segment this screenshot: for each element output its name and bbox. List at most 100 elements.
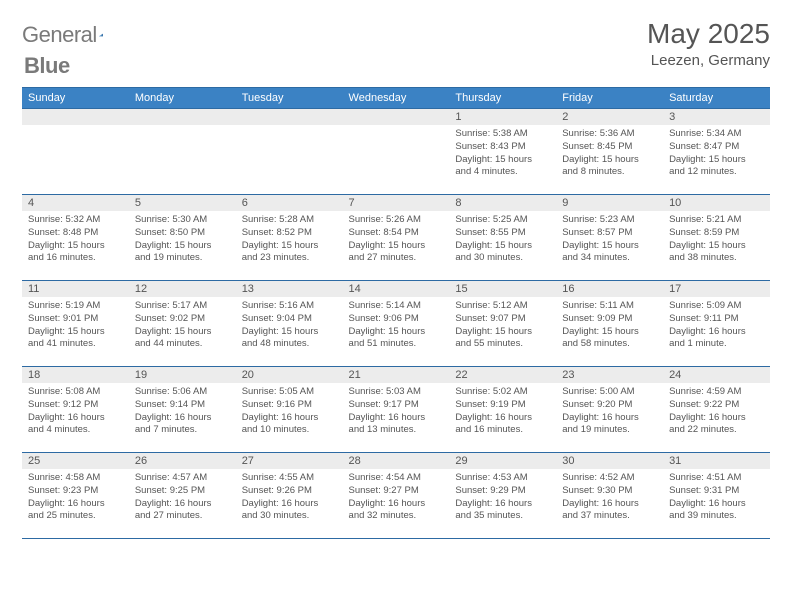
calendar-table: SundayMondayTuesdayWednesdayThursdayFrid… <box>22 87 770 539</box>
day-number-empty <box>236 109 343 125</box>
calendar-cell: 6Sunrise: 5:28 AMSunset: 8:52 PMDaylight… <box>236 195 343 281</box>
day-number: 27 <box>236 453 343 469</box>
day-details: Sunrise: 5:28 AMSunset: 8:52 PMDaylight:… <box>236 211 343 268</box>
day-number: 13 <box>236 281 343 297</box>
day-number: 17 <box>663 281 770 297</box>
calendar-cell: 2Sunrise: 5:36 AMSunset: 8:45 PMDaylight… <box>556 109 663 195</box>
calendar-cell: 24Sunrise: 4:59 AMSunset: 9:22 PMDayligh… <box>663 367 770 453</box>
day-number: 29 <box>449 453 556 469</box>
day-number: 4 <box>22 195 129 211</box>
day-number: 21 <box>343 367 450 383</box>
day-details: Sunrise: 5:14 AMSunset: 9:06 PMDaylight:… <box>343 297 450 354</box>
day-number: 5 <box>129 195 236 211</box>
day-details: Sunrise: 4:59 AMSunset: 9:22 PMDaylight:… <box>663 383 770 440</box>
day-number: 31 <box>663 453 770 469</box>
day-details: Sunrise: 4:57 AMSunset: 9:25 PMDaylight:… <box>129 469 236 526</box>
calendar-cell: 23Sunrise: 5:00 AMSunset: 9:20 PMDayligh… <box>556 367 663 453</box>
calendar-cell: 17Sunrise: 5:09 AMSunset: 9:11 PMDayligh… <box>663 281 770 367</box>
calendar-cell: 18Sunrise: 5:08 AMSunset: 9:12 PMDayligh… <box>22 367 129 453</box>
day-number-empty <box>22 109 129 125</box>
brand-word2: Blue <box>24 53 70 78</box>
day-details: Sunrise: 5:30 AMSunset: 8:50 PMDaylight:… <box>129 211 236 268</box>
calendar-cell: 11Sunrise: 5:19 AMSunset: 9:01 PMDayligh… <box>22 281 129 367</box>
calendar-week: 4Sunrise: 5:32 AMSunset: 8:48 PMDaylight… <box>22 195 770 281</box>
calendar-cell <box>343 109 450 195</box>
day-number: 12 <box>129 281 236 297</box>
day-number: 25 <box>22 453 129 469</box>
day-number: 24 <box>663 367 770 383</box>
page-title: May 2025 <box>647 18 770 50</box>
day-details: Sunrise: 5:02 AMSunset: 9:19 PMDaylight:… <box>449 383 556 440</box>
calendar-cell: 4Sunrise: 5:32 AMSunset: 8:48 PMDaylight… <box>22 195 129 281</box>
day-number: 8 <box>449 195 556 211</box>
day-details: Sunrise: 5:08 AMSunset: 9:12 PMDaylight:… <box>22 383 129 440</box>
calendar-week: 25Sunrise: 4:58 AMSunset: 9:23 PMDayligh… <box>22 453 770 539</box>
calendar-week: 11Sunrise: 5:19 AMSunset: 9:01 PMDayligh… <box>22 281 770 367</box>
day-number: 11 <box>22 281 129 297</box>
day-number: 19 <box>129 367 236 383</box>
day-number: 2 <box>556 109 663 125</box>
calendar-cell: 14Sunrise: 5:14 AMSunset: 9:06 PMDayligh… <box>343 281 450 367</box>
calendar-cell: 8Sunrise: 5:25 AMSunset: 8:55 PMDaylight… <box>449 195 556 281</box>
day-number: 15 <box>449 281 556 297</box>
calendar-cell: 3Sunrise: 5:34 AMSunset: 8:47 PMDaylight… <box>663 109 770 195</box>
day-number: 6 <box>236 195 343 211</box>
day-number: 30 <box>556 453 663 469</box>
day-header: Friday <box>556 88 663 109</box>
calendar-cell <box>236 109 343 195</box>
day-details: Sunrise: 4:51 AMSunset: 9:31 PMDaylight:… <box>663 469 770 526</box>
brand-logo: General <box>22 18 123 48</box>
calendar-cell: 21Sunrise: 5:03 AMSunset: 9:17 PMDayligh… <box>343 367 450 453</box>
calendar-cell: 16Sunrise: 5:11 AMSunset: 9:09 PMDayligh… <box>556 281 663 367</box>
day-number: 10 <box>663 195 770 211</box>
calendar-cell: 9Sunrise: 5:23 AMSunset: 8:57 PMDaylight… <box>556 195 663 281</box>
day-details: Sunrise: 5:06 AMSunset: 9:14 PMDaylight:… <box>129 383 236 440</box>
brand-triangle-icon <box>99 27 103 43</box>
day-details: Sunrise: 4:54 AMSunset: 9:27 PMDaylight:… <box>343 469 450 526</box>
calendar-cell: 27Sunrise: 4:55 AMSunset: 9:26 PMDayligh… <box>236 453 343 539</box>
day-number: 9 <box>556 195 663 211</box>
calendar-cell: 22Sunrise: 5:02 AMSunset: 9:19 PMDayligh… <box>449 367 556 453</box>
day-header: Tuesday <box>236 88 343 109</box>
day-number: 23 <box>556 367 663 383</box>
calendar-week: 1Sunrise: 5:38 AMSunset: 8:43 PMDaylight… <box>22 109 770 195</box>
calendar-cell: 31Sunrise: 4:51 AMSunset: 9:31 PMDayligh… <box>663 453 770 539</box>
day-details: Sunrise: 5:36 AMSunset: 8:45 PMDaylight:… <box>556 125 663 182</box>
calendar-week: 18Sunrise: 5:08 AMSunset: 9:12 PMDayligh… <box>22 367 770 453</box>
day-details: Sunrise: 4:58 AMSunset: 9:23 PMDaylight:… <box>22 469 129 526</box>
location-label: Leezen, Germany <box>647 52 770 69</box>
day-details: Sunrise: 4:53 AMSunset: 9:29 PMDaylight:… <box>449 469 556 526</box>
day-details: Sunrise: 5:05 AMSunset: 9:16 PMDaylight:… <box>236 383 343 440</box>
calendar-cell <box>22 109 129 195</box>
day-number: 14 <box>343 281 450 297</box>
day-details: Sunrise: 5:34 AMSunset: 8:47 PMDaylight:… <box>663 125 770 182</box>
day-details: Sunrise: 5:03 AMSunset: 9:17 PMDaylight:… <box>343 383 450 440</box>
day-number: 26 <box>129 453 236 469</box>
day-number-empty <box>343 109 450 125</box>
day-number: 7 <box>343 195 450 211</box>
day-header-row: SundayMondayTuesdayWednesdayThursdayFrid… <box>22 88 770 109</box>
day-number: 28 <box>343 453 450 469</box>
day-details: Sunrise: 5:21 AMSunset: 8:59 PMDaylight:… <box>663 211 770 268</box>
calendar-cell: 19Sunrise: 5:06 AMSunset: 9:14 PMDayligh… <box>129 367 236 453</box>
calendar-cell: 20Sunrise: 5:05 AMSunset: 9:16 PMDayligh… <box>236 367 343 453</box>
day-header: Sunday <box>22 88 129 109</box>
calendar-cell: 15Sunrise: 5:12 AMSunset: 9:07 PMDayligh… <box>449 281 556 367</box>
day-details: Sunrise: 4:55 AMSunset: 9:26 PMDaylight:… <box>236 469 343 526</box>
calendar-cell: 10Sunrise: 5:21 AMSunset: 8:59 PMDayligh… <box>663 195 770 281</box>
calendar-cell: 5Sunrise: 5:30 AMSunset: 8:50 PMDaylight… <box>129 195 236 281</box>
day-number: 3 <box>663 109 770 125</box>
calendar-cell: 13Sunrise: 5:16 AMSunset: 9:04 PMDayligh… <box>236 281 343 367</box>
calendar-cell: 1Sunrise: 5:38 AMSunset: 8:43 PMDaylight… <box>449 109 556 195</box>
day-number: 18 <box>22 367 129 383</box>
day-details: Sunrise: 5:00 AMSunset: 9:20 PMDaylight:… <box>556 383 663 440</box>
day-number-empty <box>129 109 236 125</box>
calendar-cell <box>129 109 236 195</box>
day-number: 22 <box>449 367 556 383</box>
day-header: Saturday <box>663 88 770 109</box>
calendar-cell: 29Sunrise: 4:53 AMSunset: 9:29 PMDayligh… <box>449 453 556 539</box>
day-details: Sunrise: 5:17 AMSunset: 9:02 PMDaylight:… <box>129 297 236 354</box>
calendar-cell: 25Sunrise: 4:58 AMSunset: 9:23 PMDayligh… <box>22 453 129 539</box>
day-details: Sunrise: 4:52 AMSunset: 9:30 PMDaylight:… <box>556 469 663 526</box>
day-details: Sunrise: 5:19 AMSunset: 9:01 PMDaylight:… <box>22 297 129 354</box>
